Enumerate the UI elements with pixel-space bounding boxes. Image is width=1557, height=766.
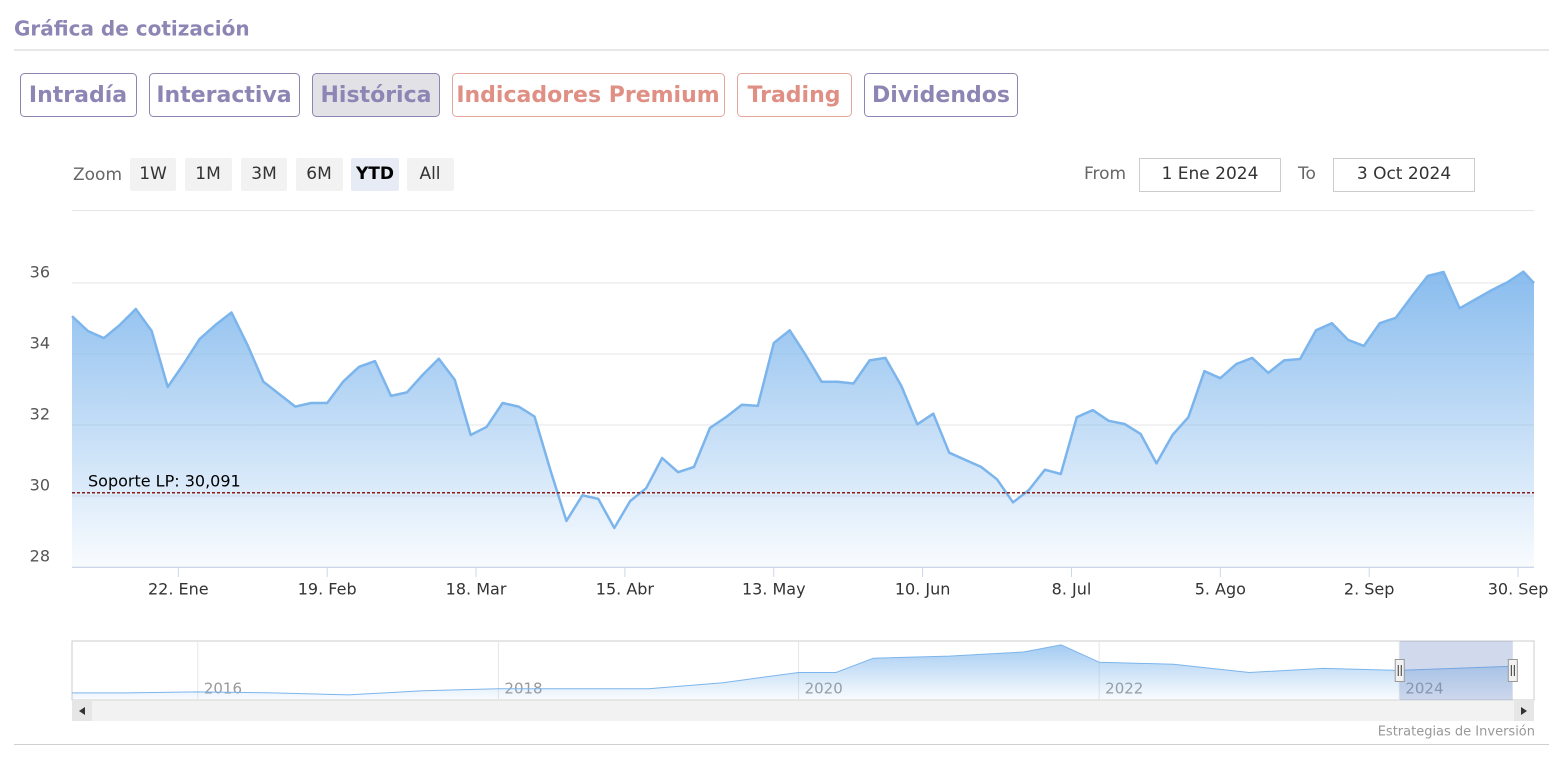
x-tick-label: 10. Jun [895,580,951,599]
y-tick-label: 28 [30,547,50,566]
x-tick-label: 22. Ene [148,580,209,599]
page-title: Gráfica de cotización [14,17,250,41]
zoom-button-label: 6M [306,164,331,184]
tab[interactable]: Interactiva [149,73,300,117]
from-value: 1 Ene 2024 [1162,164,1259,184]
x-tick-label: 13. May [742,580,806,599]
x-tick-label: 18. Mar [446,580,507,599]
zoom-button-label: 3M [251,164,276,184]
to-value: 3 Oct 2024 [1357,164,1451,184]
y-tick-label: 32 [30,405,50,424]
tab-label: Intradía [29,83,127,108]
zoom-button-label: 1M [195,164,220,184]
area-fill [72,271,1534,567]
tab[interactable]: Histórica [312,73,440,117]
navigator-handle[interactable] [1394,659,1405,682]
credits: Estrategias de Inversión [1378,725,1535,740]
x-tick-label: 2. Sep [1344,580,1395,599]
price-line [72,644,1513,696]
tab[interactable]: Trading [737,73,852,117]
zoom-button[interactable]: 1W [130,158,176,191]
navigator-handle[interactable] [1507,659,1518,682]
x-tick-label: 30. Sep [1488,580,1549,599]
y-tick-label: 36 [30,263,50,282]
x-tick-label: 5. Ago [1195,580,1246,599]
x-tick-label: 15. Abr [596,580,655,599]
navigator-selection [1399,641,1513,700]
tab-label: Trading [748,83,841,108]
tab-label: Histórica [321,83,432,108]
y-tick-label: 34 [30,334,50,353]
zoom-button-label: YTD [355,164,394,184]
zoom-button[interactable]: 3M [241,158,287,191]
arrow-left [79,707,85,715]
y-tick-label: 30 [30,476,50,495]
zoom-button-label: 1W [139,164,167,184]
x-tick-label: 8. Jul [1052,580,1092,599]
area-fill [72,644,1512,699]
arrow-right [1521,707,1527,715]
support-label: Soporte LP: 30,091 [88,471,241,490]
tab-label: Interactiva [156,83,291,108]
zoom-label: Zoom [73,165,122,185]
from-label: From [1084,164,1126,184]
zoom-button-label: All [419,164,440,184]
zoom-button[interactable]: All [407,158,454,191]
price-line [71,270,1535,530]
tab[interactable]: Indicadores Premium [452,73,725,117]
tab-label: Dividendos [872,83,1010,108]
price-chart: 28 30 32 34 36 Soporte LP: 30,091 22. Ene 19. F… [30,263,1549,599]
from-input[interactable]: 1 Ene 2024 [1139,158,1281,192]
tab[interactable]: Intradía [20,73,137,117]
to-input[interactable]: 3 Oct 2024 [1333,158,1475,192]
to-label: To [1297,164,1316,184]
zoom-button[interactable]: 6M [296,158,343,191]
tab[interactable]: Dividendos [864,73,1018,117]
zoom-button[interactable]: YTD [351,158,399,191]
scrollbar-track [72,701,1534,721]
tab-label: Indicadores Premium [456,83,719,108]
zoom-button[interactable]: 1M [185,158,232,191]
x-tick-label: 19. Feb [298,580,357,599]
